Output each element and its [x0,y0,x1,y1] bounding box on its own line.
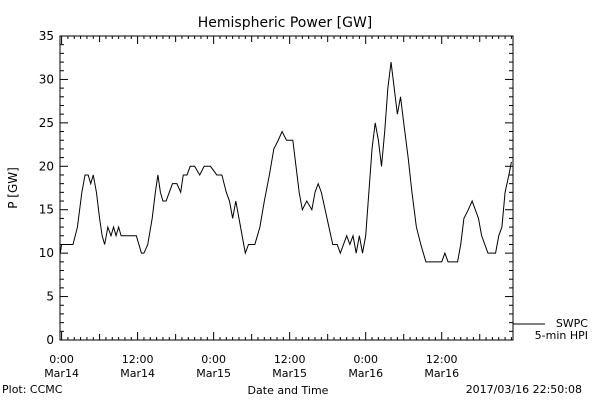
x-axis: 0:00Mar1412:00Mar140:00Mar1512:00Mar150:… [44,36,512,380]
x-tick-day-label: Mar16 [348,367,383,380]
x-tick-time-label: 12:00 [426,353,458,366]
chart-title: Hemispheric Power [GW] [198,15,373,31]
legend: SWPC 5-min HPI [513,317,588,342]
y-tick-label: 15 [39,203,54,217]
y-axis: 0 5 10 15 20 25 30 35 [39,29,513,347]
plot-credit: Plot: CCMC [2,383,63,396]
x-tick-day-label: Mar16 [424,367,459,380]
x-tick-day-label: Mar14 [120,367,155,380]
y-tick-label: 10 [39,246,54,260]
x-tick-time-label: 12:00 [122,353,154,366]
plot-timestamp: 2017/03/16 22:50:08 [465,383,582,396]
y-tick-label: 30 [39,72,54,86]
y-tick-label: 35 [39,29,54,43]
x-tick-time-label: 0:00 [353,353,378,366]
x-tick-time-label: 0:00 [49,353,74,366]
y-tick-label: 0 [46,333,54,347]
series-layer [59,61,512,263]
x-tick-day-label: Mar14 [44,367,79,380]
x-tick-time-label: 12:00 [274,353,306,366]
x-tick-day-label: Mar15 [272,367,307,380]
x-tick-day-label: Mar15 [196,367,231,380]
legend-line-1: SWPC [556,317,588,330]
series-line-swpc [59,61,512,263]
y-axis-label: P [GW] [6,167,20,209]
legend-line-2: 5-min HPI [535,329,588,342]
y-tick-label: 5 [46,290,54,304]
plot-frame [59,35,514,341]
x-tick-time-label: 0:00 [201,353,226,366]
y-tick-label: 20 [39,159,54,173]
x-axis-label: Date and Time [248,384,329,397]
y-tick-label: 25 [39,116,54,130]
